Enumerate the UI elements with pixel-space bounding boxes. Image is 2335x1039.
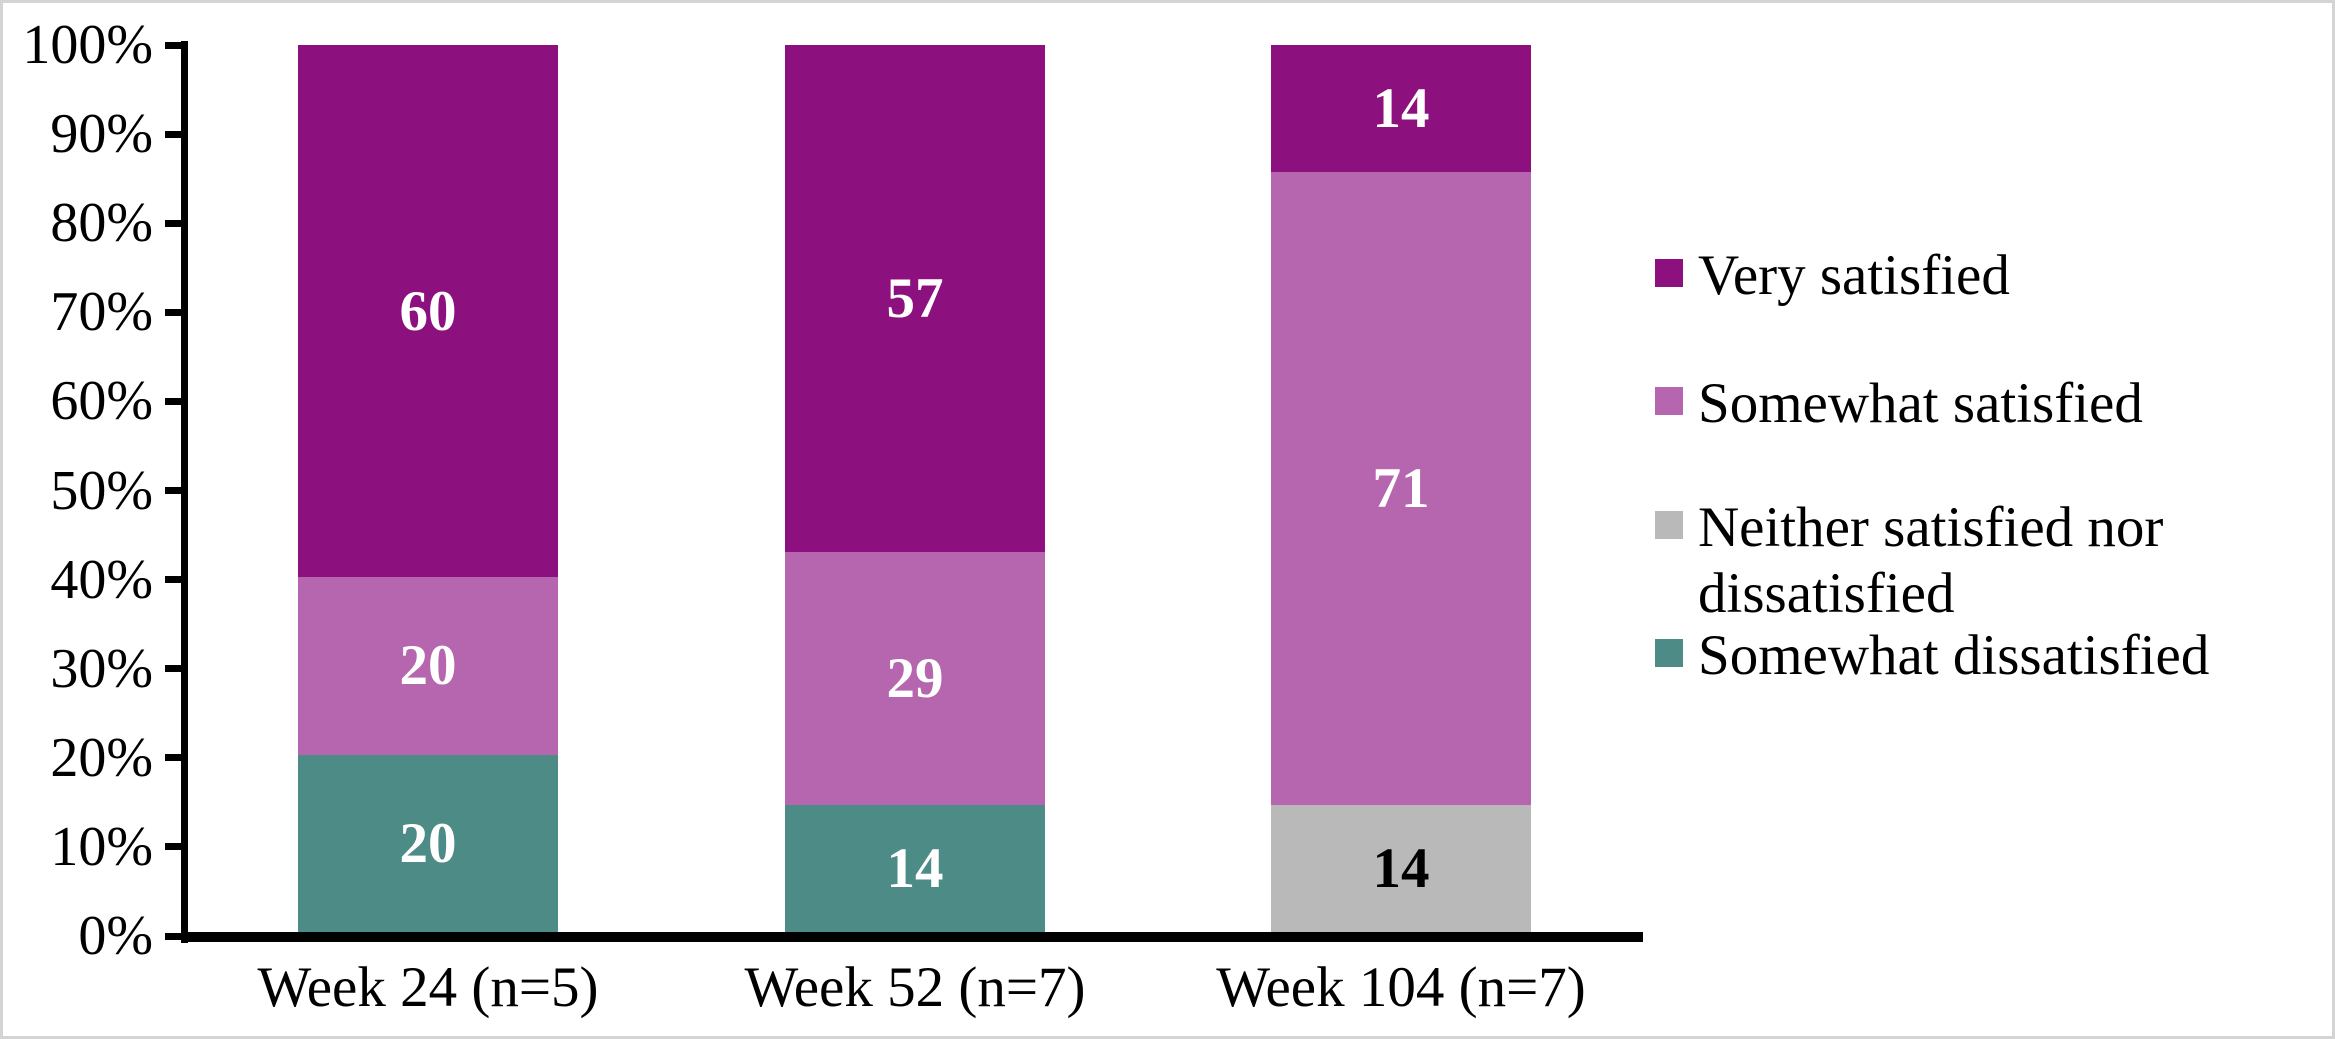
bar-segment-value: 29 [886, 647, 944, 711]
stacked-bar: 14 29 57 [785, 45, 1045, 932]
y-axis-tick-mark [165, 219, 182, 227]
bar-segment: 20 [298, 754, 558, 932]
legend-item: Neither satisfied nor dissatisfied [1655, 495, 2273, 627]
bar-segment: 14 [1271, 805, 1531, 932]
x-axis-category-label: Week 24 (n=5) [257, 956, 599, 1019]
legend-swatch-icon [1655, 639, 1683, 667]
bar-segment: 29 [785, 551, 1045, 806]
bar-segment-value: 20 [399, 634, 457, 698]
legend-item: Very satisfied [1655, 243, 2273, 309]
legend-label: Somewhat dissatisfied [1698, 624, 2210, 687]
bar-segment-value: 57 [886, 266, 944, 330]
legend-label: Very satisfied [1698, 244, 2010, 307]
bar-segment: 14 [785, 805, 1045, 932]
y-axis-tick-mark [165, 665, 182, 673]
y-axis-tick-mark [165, 843, 182, 851]
legend-item: Somewhat dissatisfied [1655, 623, 2273, 689]
y-axis-tick-label: 30% [50, 637, 153, 700]
bar-segment-value: 14 [1372, 837, 1430, 901]
legend-label: Somewhat satisfied [1698, 372, 2143, 435]
y-axis-tick-label: 0% [78, 905, 153, 967]
y-axis-tick-mark [165, 41, 182, 49]
y-axis-tick-mark [165, 308, 182, 316]
y-axis-tick-mark [165, 397, 182, 405]
legend-label: Neither satisfied nor dissatisfied [1698, 496, 2164, 625]
y-axis-tick-mark [165, 576, 182, 584]
y-axis-tick-label: 40% [50, 548, 153, 611]
x-axis-category-label: Week 104 (n=7) [1216, 956, 1586, 1019]
y-axis-tick-mark [165, 487, 182, 494]
bar-segment: 57 [785, 45, 1045, 552]
bar-segment-value: 60 [399, 279, 457, 343]
legend-swatch-icon [1655, 259, 1683, 287]
stacked-bar: 14 71 14 [1271, 44, 1531, 932]
bar-segment-value: 71 [1372, 456, 1430, 520]
bar-segment-value: 20 [399, 811, 457, 875]
bar-segment: 14 [1271, 44, 1531, 172]
y-axis-tick-mark [165, 754, 182, 762]
y-axis-tick-label: 20% [50, 726, 153, 789]
bar-segment: 71 [1271, 171, 1531, 806]
y-axis-tick-label: 100% [22, 14, 153, 76]
x-axis-line [181, 932, 1643, 942]
legend-swatch-icon [1655, 387, 1683, 415]
y-axis-tick-mark [165, 932, 182, 940]
bar-segment-value: 14 [1372, 76, 1430, 140]
x-axis-category-label: Week 52 (n=7) [744, 956, 1086, 1019]
y-axis-tick-label: 90% [50, 103, 153, 166]
bar-segment-value: 14 [886, 837, 944, 901]
legend-item: Somewhat satisfied [1655, 371, 2273, 437]
y-axis-tick-label: 70% [50, 281, 153, 344]
bar-segment: 60 [298, 45, 558, 578]
y-axis-tick-label: 10% [50, 815, 153, 878]
y-axis-tick-label: 50% [50, 459, 153, 522]
bar-segment: 20 [298, 577, 558, 755]
y-axis-tick-mark [165, 130, 182, 138]
stacked-bar: 20 20 60 [298, 45, 558, 932]
legend-swatch-icon [1655, 511, 1683, 539]
y-axis-tick-label: 60% [50, 370, 153, 433]
y-axis-line [181, 41, 188, 943]
y-axis-tick-label: 80% [50, 192, 153, 255]
